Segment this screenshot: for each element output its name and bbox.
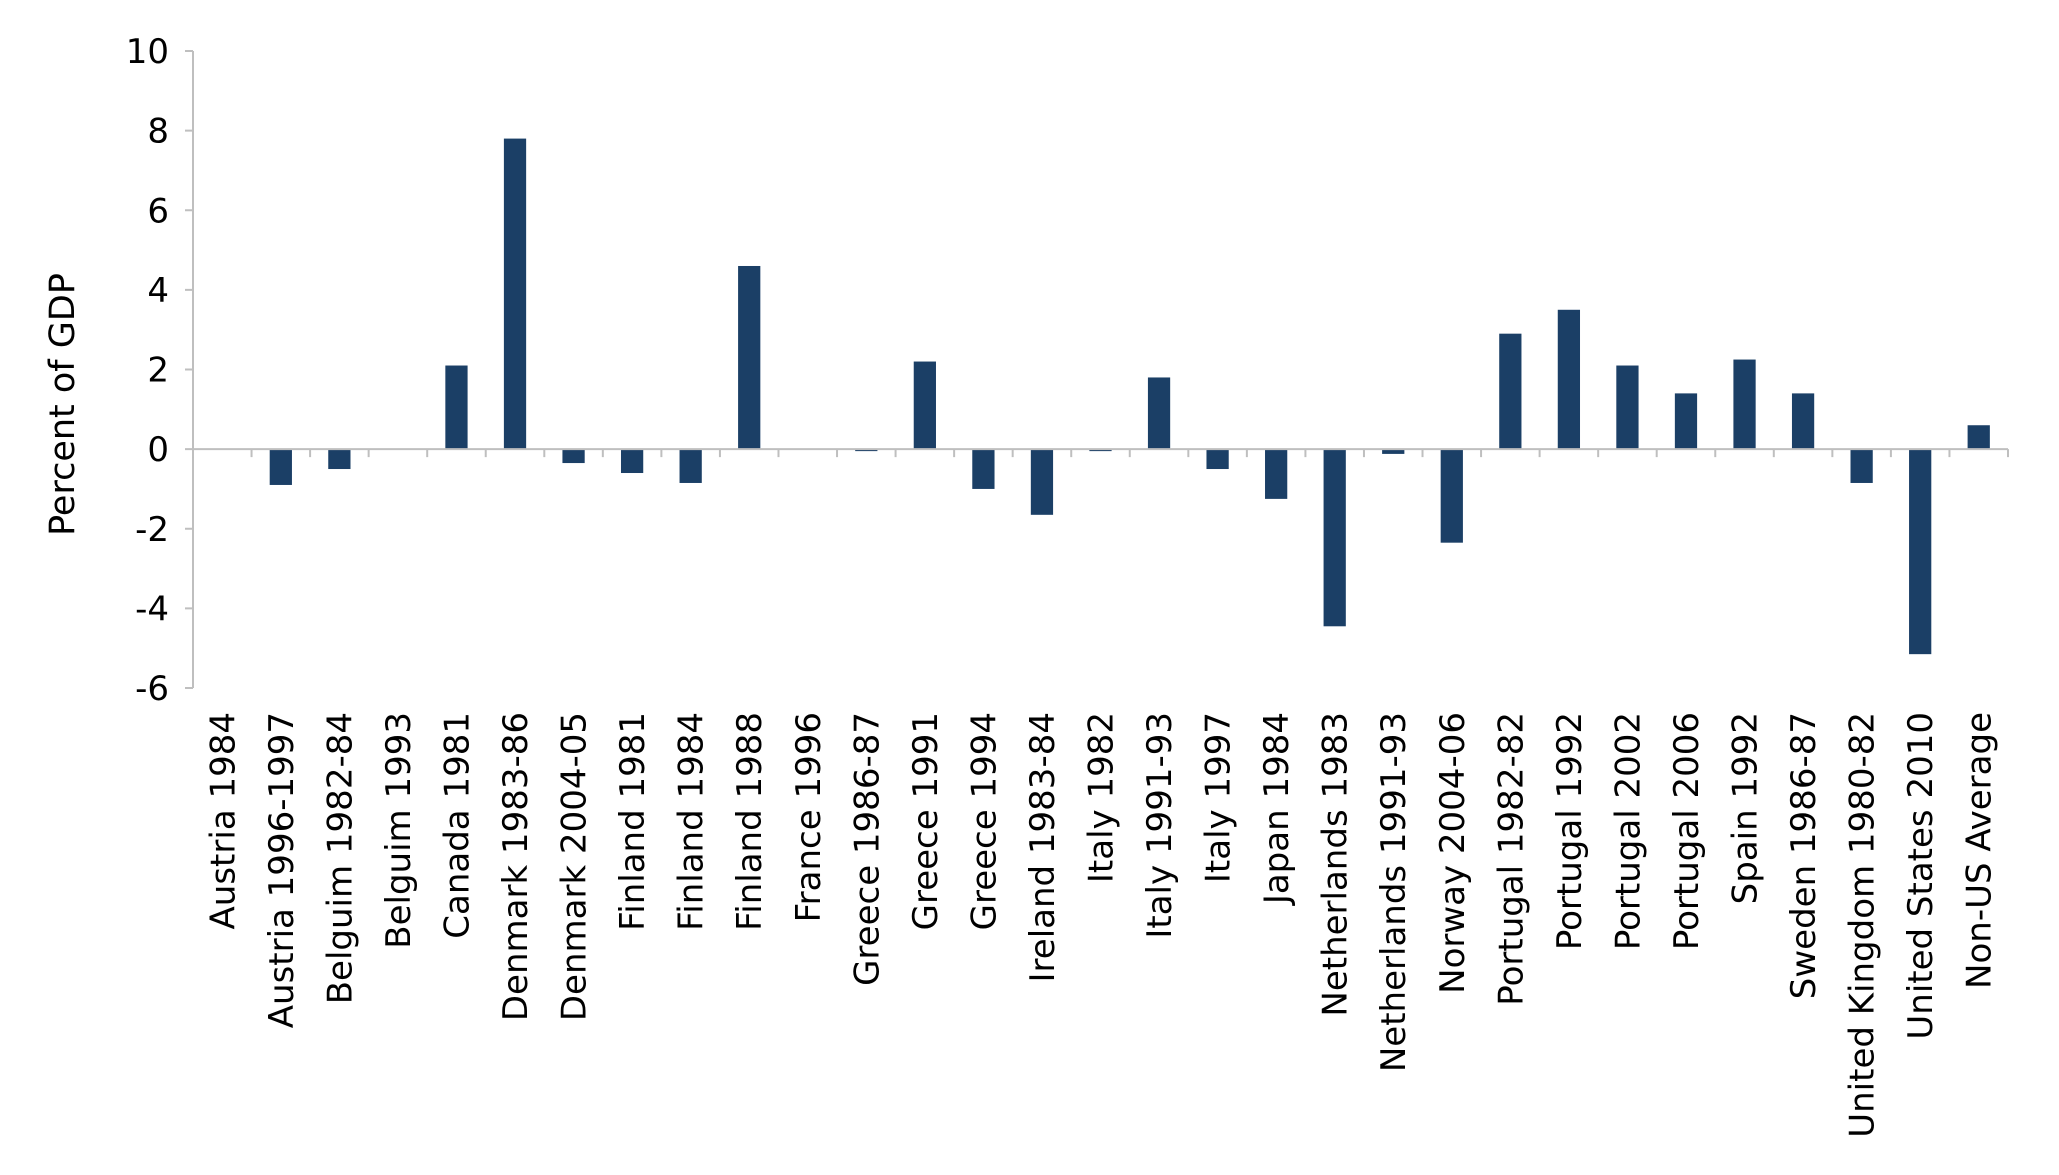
category-label: Sweden 1986-87 bbox=[1784, 712, 1824, 999]
category-label: Belguim 1993 bbox=[379, 712, 419, 949]
category-label: Non-US Average bbox=[1960, 712, 2000, 989]
category-label: Norway 2004-06 bbox=[1433, 712, 1473, 994]
y-tick-label: -2 bbox=[135, 510, 169, 550]
y-ticks-group: 10 8 6 4 2 0 -2 -4 -6 bbox=[126, 32, 193, 709]
category-label: Japan 1984 bbox=[1257, 712, 1297, 906]
category-label: Italy 1982 bbox=[1082, 712, 1122, 883]
category-label: Ireland 1983-84 bbox=[1023, 712, 1063, 982]
bar bbox=[914, 362, 936, 450]
bar bbox=[680, 449, 702, 483]
bar bbox=[1909, 449, 1931, 654]
bar bbox=[1441, 449, 1463, 543]
category-label: Denmark 2004-05 bbox=[555, 712, 595, 1021]
bars-group bbox=[211, 139, 1990, 655]
category-label: Portugal 1992 bbox=[1550, 712, 1590, 950]
bar bbox=[1851, 449, 1873, 483]
bar bbox=[1675, 393, 1697, 449]
bar bbox=[738, 266, 760, 449]
bar bbox=[270, 449, 292, 485]
category-label: Finland 1988 bbox=[730, 712, 770, 931]
bar bbox=[1968, 425, 1990, 449]
bar bbox=[1733, 360, 1755, 450]
category-label: United States 2010 bbox=[1901, 712, 1941, 1040]
category-label: Denmark 1983-86 bbox=[496, 712, 536, 1021]
bar bbox=[1499, 334, 1521, 449]
bar bbox=[1148, 377, 1170, 449]
y-tick-label: 4 bbox=[147, 271, 169, 311]
y-tick-label: -6 bbox=[135, 669, 169, 709]
bar bbox=[1324, 449, 1346, 626]
category-label: Belguim 1982-84 bbox=[320, 712, 360, 1004]
bar bbox=[1206, 449, 1228, 469]
y-tick-label: 10 bbox=[126, 32, 169, 72]
category-label: United Kingdom 1980-82 bbox=[1843, 712, 1883, 1138]
bar bbox=[562, 449, 584, 463]
y-tick-label: 0 bbox=[147, 430, 169, 470]
category-label: Portugal 2002 bbox=[1608, 712, 1648, 950]
bar bbox=[972, 449, 994, 489]
y-axis-title: Percent of GDP bbox=[43, 273, 83, 536]
y-tick-label: 6 bbox=[147, 191, 169, 231]
bar bbox=[1558, 310, 1580, 449]
category-label: Austria 1984 bbox=[203, 712, 243, 929]
category-label: Greece 1986-87 bbox=[847, 712, 887, 986]
category-label: France 1996 bbox=[789, 712, 829, 922]
category-labels-group: Austria 1984 Austria 1996-1997 Belguim 198… bbox=[203, 712, 1999, 1138]
bar bbox=[1031, 449, 1053, 515]
bar bbox=[445, 366, 467, 450]
y-tick-label: 2 bbox=[147, 351, 169, 391]
bar bbox=[621, 449, 643, 473]
category-label: Spain 1992 bbox=[1726, 712, 1766, 904]
category-label: Greece 1994 bbox=[964, 712, 1004, 930]
category-label: Finland 1984 bbox=[672, 712, 712, 931]
y-tick-label: -4 bbox=[135, 589, 169, 629]
bar bbox=[1265, 449, 1287, 499]
category-label: Portugal 1982-82 bbox=[1491, 712, 1531, 1006]
category-label: Finland 1981 bbox=[613, 712, 653, 931]
bar bbox=[328, 449, 350, 469]
category-label: Netherlands 1991-93 bbox=[1374, 712, 1414, 1072]
category-label: Austria 1996-1997 bbox=[262, 712, 302, 1028]
category-label: Portugal 2006 bbox=[1667, 712, 1707, 950]
bar bbox=[1616, 366, 1638, 450]
category-label: Greece 1991 bbox=[906, 712, 946, 930]
category-label: Italy 1991-93 bbox=[1140, 712, 1180, 939]
y-tick-label: 8 bbox=[147, 112, 169, 152]
category-label: Italy 1997 bbox=[1199, 712, 1239, 883]
bar bbox=[504, 139, 526, 450]
bar bbox=[1792, 393, 1814, 449]
category-label: Canada 1981 bbox=[437, 712, 477, 939]
category-label: Netherlands 1983 bbox=[1316, 712, 1356, 1017]
